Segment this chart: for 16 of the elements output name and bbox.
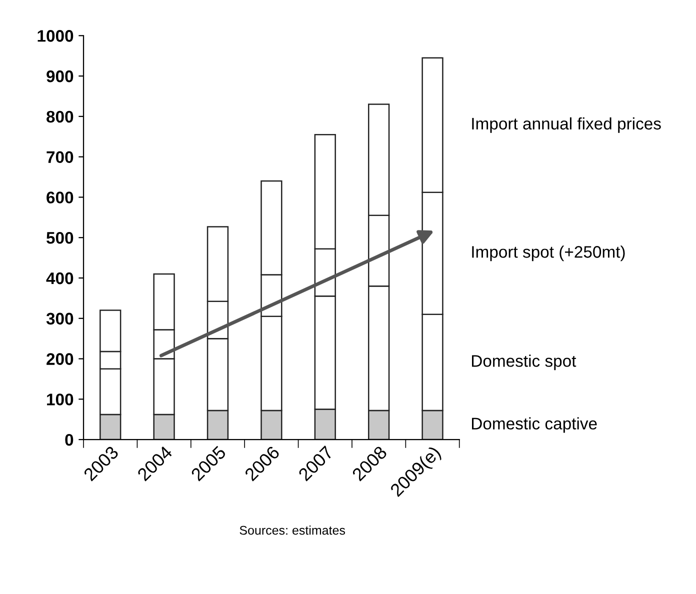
y-tick-label: 600 bbox=[46, 192, 74, 204]
y-tick-label: 700 bbox=[46, 151, 74, 164]
series-label: Import annual fixed prices bbox=[472, 117, 661, 133]
y-tick-label: 800 bbox=[46, 110, 74, 123]
y-tick-label: 100 bbox=[47, 394, 74, 406]
y-tick-label: 400 bbox=[46, 272, 74, 284]
series-label: Domestic captive bbox=[472, 417, 597, 433]
y-tick-label: 300 bbox=[46, 312, 74, 325]
source-note: Sources: estimates bbox=[240, 526, 346, 535]
series-label: Domestic spot bbox=[472, 354, 576, 370]
series-label: Import spot (+250mt) bbox=[472, 246, 625, 262]
y-tick-label: 900 bbox=[46, 70, 74, 82]
y-tick-label: 500 bbox=[46, 232, 74, 244]
y-tick-label: 1000 bbox=[38, 30, 74, 42]
y-tick-label: 0 bbox=[65, 434, 74, 446]
y-tick-label: 200 bbox=[46, 353, 74, 365]
